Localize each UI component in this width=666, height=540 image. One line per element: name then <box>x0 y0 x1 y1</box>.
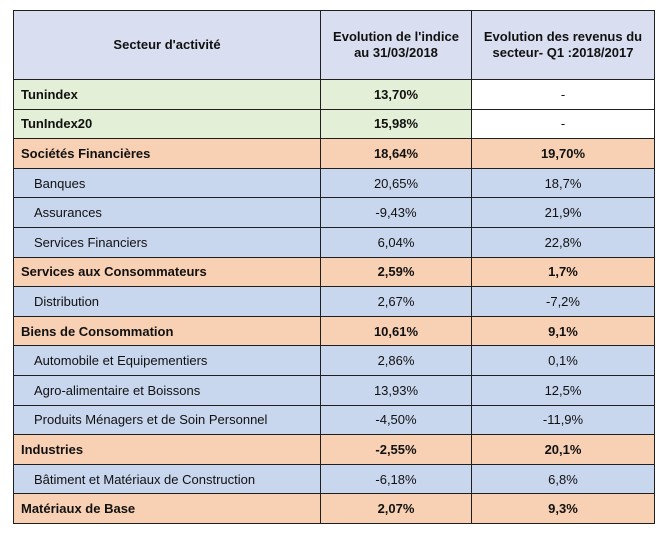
revenue-evolution-cell: 18,7% <box>471 167 655 199</box>
index-evolution-cell: -4,50% <box>320 404 472 436</box>
index-evolution-cell: 13,70% <box>320 79 472 110</box>
table-row-sector: Matériaux de Base 2,07% 9,3% <box>13 493 655 524</box>
table-row-sub: Services Financiers 6,04% 22,8% <box>13 226 655 258</box>
table-row-sub: Agro-alimentaire et Boissons 13,93% 12,5% <box>13 374 655 406</box>
revenue-evolution-cell: 21,9% <box>471 197 655 228</box>
index-evolution-cell: 15,98% <box>320 108 472 140</box>
sector-name-cell: Banques <box>13 167 321 199</box>
sector-name-cell: Distribution <box>13 286 321 317</box>
index-evolution-cell: 18,64% <box>320 138 472 169</box>
sector-name-cell: Industries <box>13 434 321 465</box>
index-evolution-cell: 2,07% <box>320 493 472 524</box>
table-row-sector: Biens de Consommation 10,61% 9,1% <box>13 315 655 347</box>
sector-name-cell: Matériaux de Base <box>13 493 321 524</box>
header-revenue-evolution-line1: Evolution des revenus du <box>483 29 643 44</box>
sector-name-cell: Biens de Consommation <box>13 315 321 347</box>
revenue-evolution-cell: 0,1% <box>471 345 655 376</box>
table-row-sub: Bâtiment et Matériaux de Construction -6,… <box>13 463 655 495</box>
sector-name-cell: Services Financiers <box>13 226 321 258</box>
index-evolution-cell: -6,18% <box>320 463 472 495</box>
table-row-sub: Banques 20,65% 18,7% <box>13 167 655 199</box>
table-row-sub: Automobile et Equipementiers 2,86% 0,1% <box>13 345 655 376</box>
sector-name-cell: Produits Ménagers et de Soin Personnel <box>13 404 321 436</box>
sector-name-cell: Automobile et Equipementiers <box>13 345 321 376</box>
sector-name-cell: TunIndex20 <box>13 108 321 140</box>
sector-name-cell: Tunindex <box>13 79 321 110</box>
table-row-sub: Produits Ménagers et de Soin Personnel -4… <box>13 404 655 436</box>
table-row-sector: Sociétés Financières 18,64% 19,70% <box>13 138 655 169</box>
revenue-evolution-cell: 20,1% <box>471 434 655 465</box>
header-index-evolution-line2: au 31/03/2018 <box>354 45 438 60</box>
table-row-index: TunIndex20 15,98% - <box>13 108 655 140</box>
revenue-evolution-cell: - <box>471 79 655 110</box>
index-evolution-cell: -2,55% <box>320 434 472 465</box>
header-index-evolution: Evolution de l'indice au 31/03/2018 <box>320 10 472 80</box>
index-evolution-cell: 20,65% <box>320 167 472 199</box>
index-evolution-cell: 13,93% <box>320 374 472 406</box>
revenue-evolution-cell: - <box>471 108 655 140</box>
revenue-evolution-cell: -11,9% <box>471 404 655 436</box>
revenue-evolution-cell: 6,8% <box>471 463 655 495</box>
table-row-sector: Industries -2,55% 20,1% <box>13 434 655 465</box>
index-evolution-cell: 2,86% <box>320 345 472 376</box>
table-row-sector: Services aux Consommateurs 2,59% 1,7% <box>13 256 655 288</box>
header-sector: Secteur d'activité <box>13 10 321 80</box>
sector-performance-table: Secteur d'activité Evolution de l'indice… <box>13 10 655 524</box>
table-row-index: Tunindex 13,70% - <box>13 79 655 110</box>
revenue-evolution-cell: 22,8% <box>471 226 655 258</box>
sector-name-cell: Bâtiment et Matériaux de Construction <box>13 463 321 495</box>
header-revenue-evolution: Evolution des revenus du secteur- Q1 :20… <box>471 10 655 80</box>
header-index-evolution-line1: Evolution de l'indice <box>333 29 459 44</box>
sector-name-cell: Assurances <box>13 197 321 228</box>
revenue-evolution-cell: 19,70% <box>471 138 655 169</box>
table-row-sub: Assurances -9,43% 21,9% <box>13 197 655 228</box>
index-evolution-cell: -9,43% <box>320 197 472 228</box>
sector-performance-table-container: Secteur d'activité Evolution de l'indice… <box>13 10 655 524</box>
sector-name-cell: Sociétés Financières <box>13 138 321 169</box>
index-evolution-cell: 2,67% <box>320 286 472 317</box>
index-evolution-cell: 2,59% <box>320 256 472 288</box>
index-evolution-cell: 6,04% <box>320 226 472 258</box>
header-revenue-evolution-line2: secteur- Q1 :2018/2017 <box>492 45 634 60</box>
table-row-sub: Distribution 2,67% -7,2% <box>13 286 655 317</box>
revenue-evolution-cell: 9,3% <box>471 493 655 524</box>
revenue-evolution-cell: -7,2% <box>471 286 655 317</box>
index-evolution-cell: 10,61% <box>320 315 472 347</box>
sector-name-cell: Services aux Consommateurs <box>13 256 321 288</box>
revenue-evolution-cell: 12,5% <box>471 374 655 406</box>
revenue-evolution-cell: 9,1% <box>471 315 655 347</box>
sector-name-cell: Agro-alimentaire et Boissons <box>13 374 321 406</box>
table-header-row: Secteur d'activité Evolution de l'indice… <box>13 10 655 80</box>
revenue-evolution-cell: 1,7% <box>471 256 655 288</box>
